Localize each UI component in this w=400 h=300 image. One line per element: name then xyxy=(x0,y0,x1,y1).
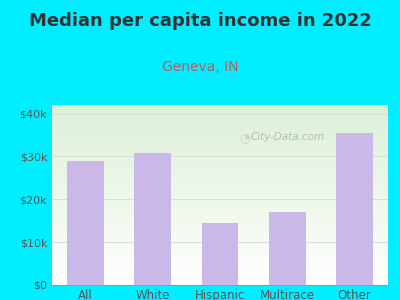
Text: ◔: ◔ xyxy=(240,131,251,144)
Text: Median per capita income in 2022: Median per capita income in 2022 xyxy=(28,12,372,30)
Bar xyxy=(67,161,104,285)
Bar xyxy=(269,212,306,285)
Text: City-Data.com: City-Data.com xyxy=(250,132,324,142)
Text: Geneva, IN: Geneva, IN xyxy=(162,60,238,74)
Bar xyxy=(134,153,171,285)
Bar xyxy=(202,223,238,285)
Bar xyxy=(336,133,373,285)
